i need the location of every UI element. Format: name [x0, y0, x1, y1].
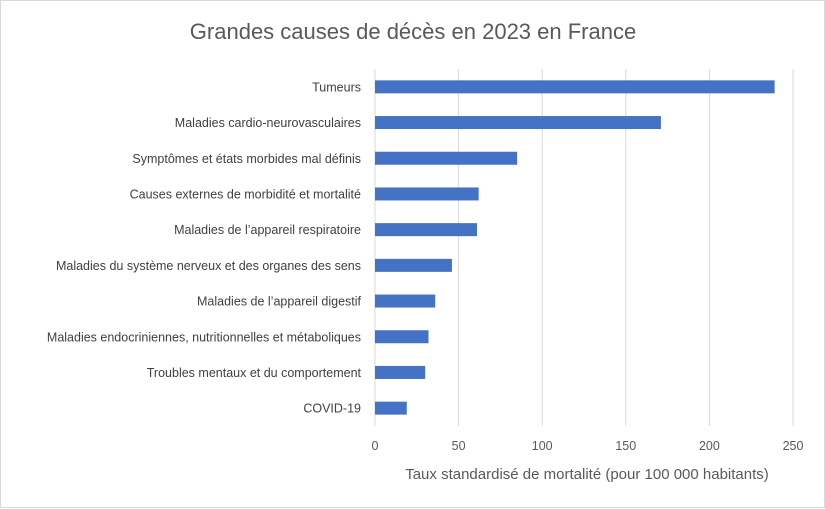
- category-label: Causes externes de morbidité et mortalit…: [130, 187, 361, 201]
- category-label: Maladies endocriniennes, nutritionnelles…: [47, 330, 361, 344]
- bar: [375, 258, 452, 272]
- bars: [375, 80, 775, 415]
- category-label: Maladies de l’appareil digestif: [197, 295, 362, 309]
- x-tick-labels: 0 50 100 150 200 250: [372, 439, 804, 453]
- x-tick-label: 0: [372, 439, 379, 453]
- category-label: Maladies cardio-neurovasculaires: [175, 116, 361, 130]
- bar: [375, 330, 429, 344]
- category-label: Maladies de l’appareil respiratoire: [174, 223, 361, 237]
- x-axis-title: Taux standardisé de mortalité (pour 100 …: [405, 466, 769, 483]
- x-tick-label: 200: [699, 439, 720, 453]
- bar: [375, 116, 661, 130]
- category-labels: Tumeurs Maladies cardio-neurovasculaires S…: [47, 80, 362, 415]
- category-label: Maladies du système nerveux et des organ…: [56, 259, 361, 273]
- category-label: COVID-19: [303, 402, 361, 416]
- chart-title: Grandes causes de décès en 2023 en Franc…: [190, 19, 636, 44]
- x-tick-label: 100: [532, 439, 553, 453]
- x-tick-label: 50: [452, 439, 466, 453]
- bar: [375, 365, 426, 379]
- bar: [375, 151, 518, 165]
- bar: [375, 294, 436, 308]
- bar: [375, 401, 407, 415]
- bar: [375, 80, 775, 94]
- category-label: Symptômes et états morbides mal définis: [132, 152, 361, 166]
- bar: [375, 223, 477, 237]
- x-tick-label: 150: [615, 439, 636, 453]
- x-tick-label: 250: [783, 439, 804, 453]
- bar: [375, 187, 479, 201]
- category-label: Tumeurs: [312, 80, 361, 94]
- category-label: Troubles mentaux et du comportement: [147, 366, 362, 380]
